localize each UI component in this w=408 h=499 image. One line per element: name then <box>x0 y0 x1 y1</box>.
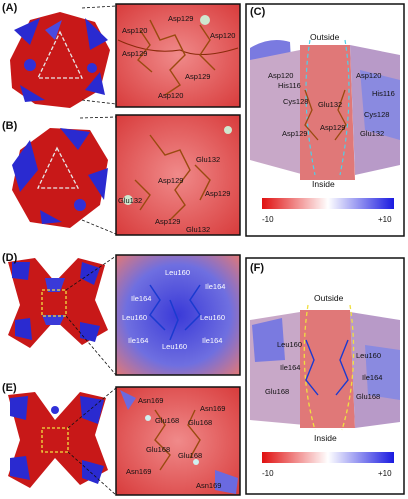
panel-a-letter: (A) <box>2 2 18 14</box>
zoom-line <box>67 451 117 496</box>
zoom-line <box>67 387 117 429</box>
inset-d-label: Ile164 <box>202 336 222 345</box>
panel-c-label: His116 <box>278 81 301 90</box>
zoom-line <box>79 116 117 119</box>
panel-f-label: Glu168 <box>356 392 380 401</box>
inset-d-label: Leu160 <box>162 342 187 351</box>
zoom-line <box>65 315 117 376</box>
zoom-line <box>81 219 117 235</box>
zoom-line <box>81 5 117 9</box>
panel-f-label: Leu160 <box>356 351 381 360</box>
inset-d-label: Ile164 <box>205 282 225 291</box>
panel-f-label: Ile164 <box>362 373 382 382</box>
inset-d-label: Leu160 <box>122 313 147 322</box>
inset-d: Leu160 Ile164 Ile164 Leu160 Leu160 Ile16… <box>115 254 241 376</box>
panel-c-scale-max: +10 <box>378 215 392 224</box>
inset-a-label: Asp120 <box>122 26 147 35</box>
panel-c-label: Asp120 <box>356 71 381 80</box>
inset-a-label: Asp120 <box>210 31 235 40</box>
inset-a-label: Asp120 <box>158 91 183 100</box>
inset-b: Glu132 Asp129 Glu132 Asp129 Asp129 Glu13… <box>115 114 241 236</box>
inset-e-label: Glu168 <box>146 445 170 454</box>
panel-c-letter: (C) <box>250 6 266 18</box>
inset-b-label: Asp129 <box>205 189 230 198</box>
inset-e-label: Asn169 <box>200 404 225 413</box>
panel-f-scale-max: +10 <box>378 469 392 478</box>
panel-d-surface <box>8 258 108 348</box>
panel-f-label: Glu168 <box>265 387 289 396</box>
inset-b-label: Asp129 <box>155 217 180 226</box>
panel-c: Outside Inside Asp120 His116 Cys128 Glu1… <box>245 3 405 237</box>
panel-f-inside: Inside <box>314 433 337 443</box>
panel-c-label: Glu132 <box>360 129 384 138</box>
inset-b-label: Glu132 <box>196 155 220 164</box>
panel-c-label: Glu132 <box>318 100 342 109</box>
inset-d-label: Leu160 <box>200 313 225 322</box>
panel-e-surface <box>8 392 108 488</box>
panel-c-scale-min: -10 <box>262 215 274 224</box>
inset-a-label: Asp129 <box>185 72 210 81</box>
inset-d-label: Ile164 <box>131 294 151 303</box>
inset-e-label: Asn169 <box>126 467 151 476</box>
panel-f-letter: (F) <box>250 262 265 274</box>
inset-d-label: Ile164 <box>128 336 148 345</box>
panel-c-outside: Outside <box>310 32 340 42</box>
panel-c-inside: Inside <box>312 179 335 189</box>
panel-b-letter: (B) <box>2 120 18 132</box>
panel-c-label: Asp129 <box>320 123 345 132</box>
inset-e-label: Glu168 <box>155 416 179 425</box>
panel-f: Outside Inside Leu160 Ile164 Glu168 Leu1… <box>245 257 405 495</box>
panel-f-colorbar <box>262 452 394 463</box>
panel-c-label: Asp120 <box>268 71 293 80</box>
inset-e: Asn169 Asn169 Glu168 Glu168 Glu168 Glu16… <box>115 386 241 496</box>
panel-c-label: Asp129 <box>282 129 307 138</box>
panel-f-label: Ile164 <box>280 363 300 372</box>
inset-b-label: Glu132 <box>118 196 142 205</box>
panel-b-surface <box>12 128 108 228</box>
panel-d-letter: (D) <box>2 252 18 264</box>
inset-d-label: Leu160 <box>165 268 190 277</box>
zoom-line <box>65 255 117 291</box>
inset-e-label: Asn169 <box>196 481 221 490</box>
panel-f-scale-min: -10 <box>262 469 274 478</box>
inset-a-label: Asp129 <box>168 14 193 23</box>
panel-c-colorbar <box>262 198 394 209</box>
panel-c-label: His116 <box>372 89 395 98</box>
panel-c-label: Cys128 <box>283 97 308 106</box>
panel-c-label: Cys128 <box>364 110 389 119</box>
inset-e-label: Asn169 <box>138 396 163 405</box>
panel-a-surface <box>10 12 110 108</box>
inset-e-label: Glu168 <box>178 451 202 460</box>
panel-f-label: Leu160 <box>277 340 302 349</box>
inset-e-label: Glu168 <box>188 418 212 427</box>
panel-e-letter: (E) <box>2 382 17 394</box>
inset-a-label: Asp129 <box>122 49 147 58</box>
zoom-line <box>81 99 117 105</box>
inset-b-label: Glu132 <box>186 225 210 234</box>
inset-a: Asp120 Asp129 Asp120 Asp129 Asp129 Asp12… <box>115 3 241 108</box>
inset-b-label: Asp129 <box>158 176 183 185</box>
panel-f-outside: Outside <box>314 293 344 303</box>
